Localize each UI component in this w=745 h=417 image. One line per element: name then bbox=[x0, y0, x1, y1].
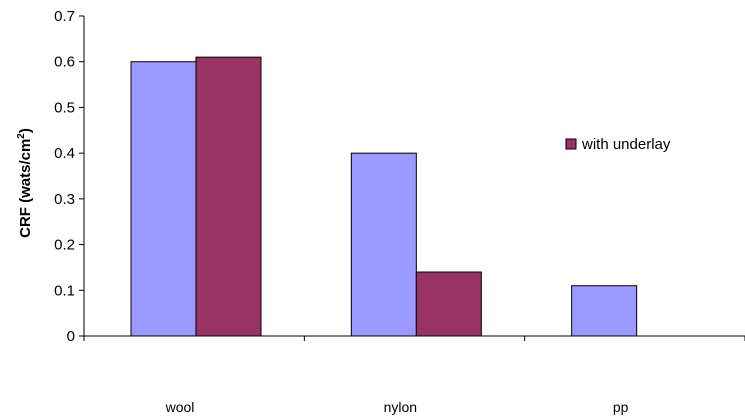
legend: with underlay bbox=[565, 136, 671, 153]
legend-label-with-underlay: with underlay bbox=[581, 136, 671, 153]
category-labels: wool nylon pp bbox=[165, 399, 629, 415]
category-label-wool: wool bbox=[165, 399, 195, 415]
y-tick-label: 0.7 bbox=[54, 8, 75, 25]
bar-wool-with-underlay bbox=[195, 56, 262, 337]
y-tick-label: 0.2 bbox=[54, 237, 75, 254]
y-tick-label: 0.3 bbox=[54, 191, 75, 208]
bar-wool bbox=[130, 61, 197, 337]
y-tick-label: 0 bbox=[67, 328, 75, 345]
bars bbox=[130, 56, 638, 337]
bar-nylon-with-underlay bbox=[415, 271, 482, 337]
y-tick-label: 0.4 bbox=[54, 145, 75, 162]
y-axis-title: CRF (wats/cm2) bbox=[16, 128, 34, 238]
bar-pp bbox=[571, 285, 638, 337]
y-axis-title-main: CRF (wats/cm bbox=[17, 139, 34, 238]
x-axis bbox=[83, 335, 745, 341]
y-tick-label: 0.5 bbox=[54, 99, 75, 116]
y-tick-label: 0.6 bbox=[54, 54, 75, 71]
category-label-nylon: nylon bbox=[384, 399, 417, 415]
y-axis-title-superscript: 2 bbox=[16, 133, 27, 139]
bar-nylon bbox=[350, 152, 417, 337]
legend-swatch-with-underlay bbox=[565, 138, 577, 150]
y-tick-label: 0.1 bbox=[54, 282, 75, 299]
category-label-pp: pp bbox=[613, 399, 629, 415]
y-axis-title-suffix: ) bbox=[17, 128, 34, 133]
y-axis: 0 0.1 0.2 0.3 0.4 0.5 0.6 0.7 bbox=[54, 8, 85, 345]
